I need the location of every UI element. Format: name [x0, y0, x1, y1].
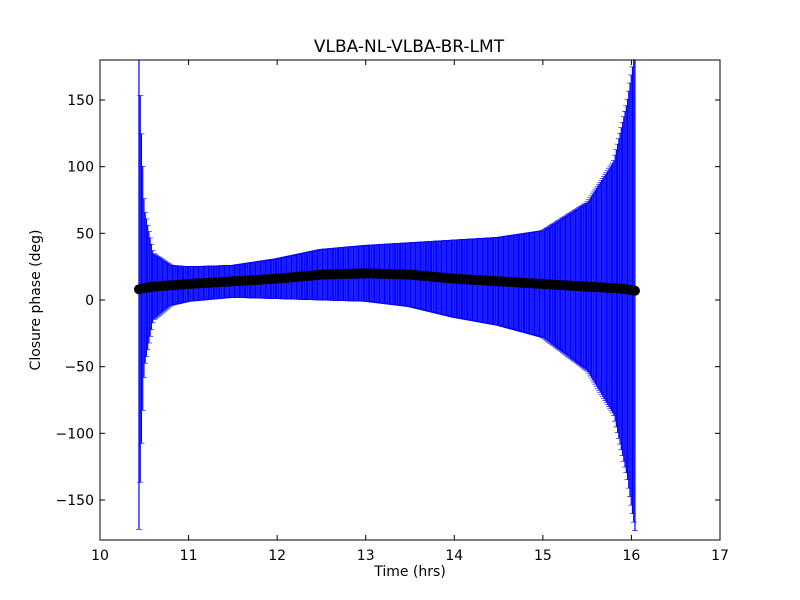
x-tick-label: 16	[623, 548, 641, 564]
y-tick-label: 150	[67, 93, 94, 109]
y-tick-label: −50	[64, 360, 94, 376]
x-tick-label: 17	[711, 548, 729, 564]
axis-ticks: 10 11 12 13 14 15 16 17 −150 −100 −50 0 50 100 150	[56, 60, 729, 564]
y-tick-label: 100	[67, 160, 94, 176]
plot-area	[133, 60, 640, 531]
x-tick-label: 12	[268, 548, 286, 564]
y-tick-label: −150	[56, 493, 94, 509]
x-tick-label: 14	[445, 548, 463, 564]
x-tick-label: 11	[180, 548, 198, 564]
data-series	[133, 60, 640, 531]
x-tick-label: 10	[91, 548, 109, 564]
y-tick-label: 50	[76, 226, 94, 242]
x-tick-label: 15	[534, 548, 552, 564]
x-axis-label: Time (hrs)	[373, 564, 446, 580]
y-tick-label: −100	[56, 426, 94, 442]
data-point	[629, 285, 640, 296]
y-axis-label: Closure phase (deg)	[28, 230, 44, 371]
chart-title: VLBA-NL-VLBA-BR-LMT	[314, 37, 505, 57]
x-tick-label: 13	[357, 548, 375, 564]
y-tick-label: 0	[85, 293, 94, 309]
